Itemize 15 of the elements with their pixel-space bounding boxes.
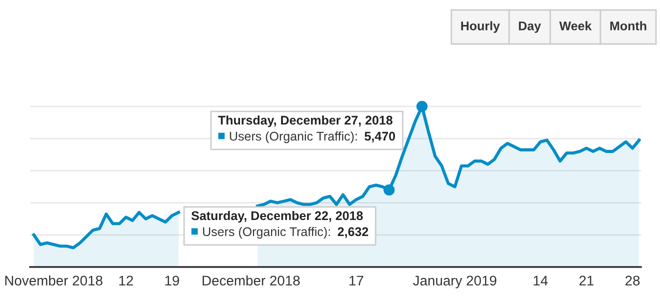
x-tick-label: December 2018 xyxy=(202,275,300,286)
text: Week xyxy=(559,21,592,30)
annotation: Thursday, December 27, 2018 Users (Organic Traffic): 5,470 xyxy=(218,115,395,144)
text: Day xyxy=(518,22,541,33)
x-tick-label: 19 xyxy=(165,276,180,286)
x-tick-label: 17 xyxy=(350,276,364,286)
x-tick-label: January 2019 xyxy=(413,276,496,288)
x-tick-label: 14 xyxy=(534,276,548,286)
text: Hourly xyxy=(461,21,500,33)
x-tick-label: 21 xyxy=(579,276,594,286)
x-tick-label: 28 xyxy=(625,276,640,286)
text: Month xyxy=(610,21,646,30)
x-tick-label: November 2018 xyxy=(5,275,102,286)
annotation: Saturday, December 22, 2018 Users (Organic Traffic): 2,632 xyxy=(191,210,368,239)
x-tick-label: 12 xyxy=(119,276,133,286)
